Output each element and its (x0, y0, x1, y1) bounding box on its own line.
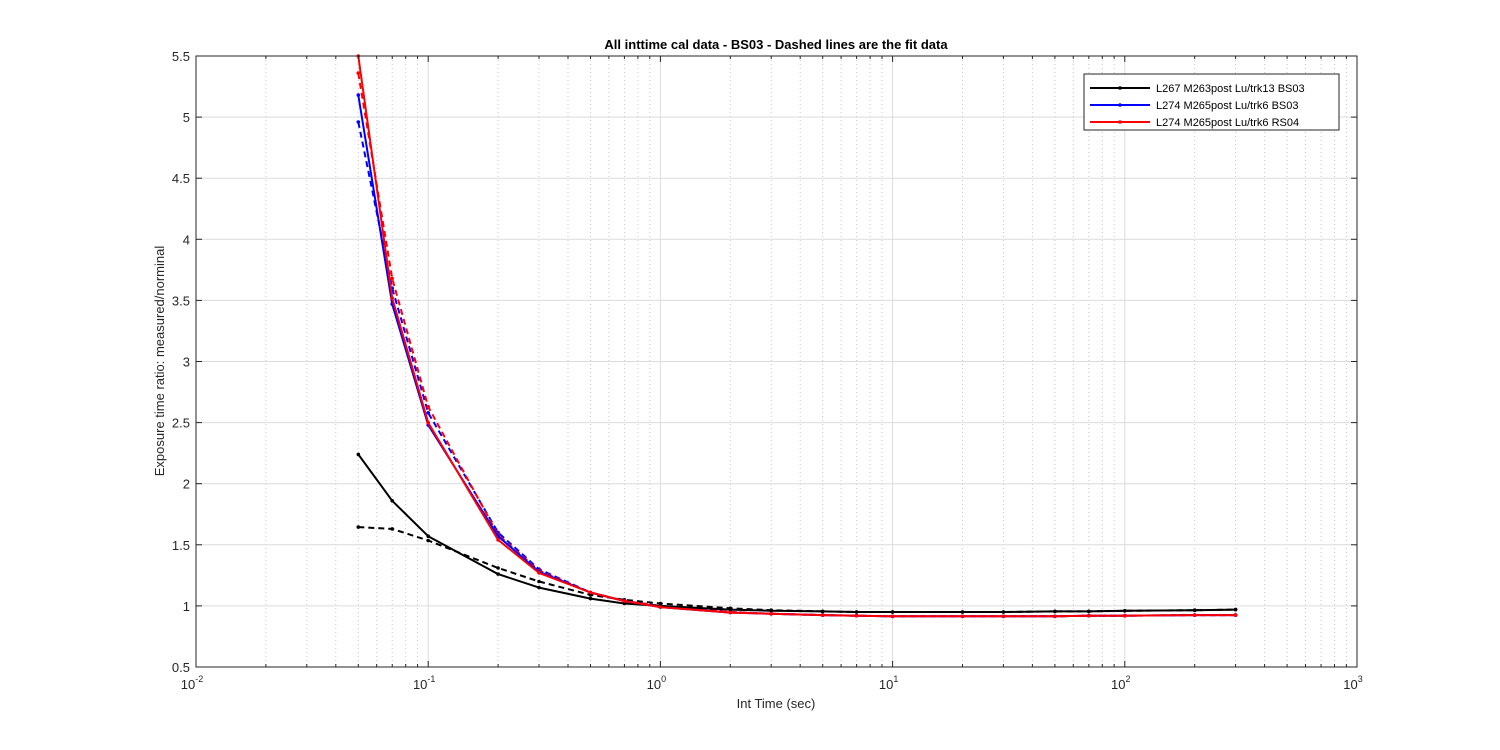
data-point (960, 614, 965, 619)
data-point (356, 71, 361, 75)
data-point (496, 538, 500, 542)
data-point (537, 579, 541, 584)
y-axis-label: Exposure time ratio: measured/norminal (152, 246, 167, 477)
data-point (537, 585, 541, 590)
data-point (390, 527, 395, 531)
data-point (1233, 613, 1238, 617)
legend-label: L267 M263post Lu/trk13 BS03 (1156, 83, 1305, 95)
x-tick-label: 10-1 (413, 674, 435, 692)
data-point (1053, 614, 1057, 619)
data-point (622, 599, 627, 603)
data-point (426, 404, 431, 409)
data-point (728, 610, 733, 615)
data-point (960, 610, 965, 614)
y-tick-label: 2.5 (172, 416, 190, 431)
data-point (769, 612, 773, 616)
y-tick-label: 1 (183, 599, 190, 614)
data-point (356, 525, 361, 529)
data-point (728, 607, 733, 612)
series-line (357, 453, 1236, 613)
data-point (1087, 613, 1091, 618)
y-tick-label: 1.5 (172, 538, 190, 553)
data-point (496, 572, 500, 576)
data-point (1123, 609, 1127, 613)
data-point (1233, 607, 1238, 612)
data-point (390, 499, 395, 503)
x-tick-label: 10-2 (181, 674, 203, 692)
data-point (1001, 610, 1006, 614)
y-tick-label: 3.5 (172, 293, 190, 308)
y-tick-label: 4 (183, 232, 190, 247)
x-tick-label: 103 (1343, 674, 1362, 692)
y-tick-label: 4.5 (172, 171, 190, 186)
y-tick-label: 5 (183, 110, 190, 125)
series-layer (356, 54, 1238, 619)
legend-label: L274 M265post Lu/trk6 BS03 (1156, 100, 1298, 112)
y-tick-label: 5.5 (172, 49, 190, 64)
axis-ticks (195, 55, 1358, 668)
data-point (426, 411, 431, 415)
x-tick-label: 101 (879, 674, 898, 692)
data-point (426, 534, 431, 538)
legend-item: L274 M265post Lu/trk6 BS03 (1090, 100, 1298, 112)
legend-marker (1118, 86, 1122, 90)
x-tick-label: 100 (647, 674, 666, 692)
legend-marker (1118, 120, 1122, 124)
data-point (426, 538, 431, 543)
data-point (390, 296, 395, 300)
legend: L267 M263post Lu/trk13 BS03 L274 M265post… (1083, 73, 1340, 131)
y-tick-label: 0.5 (172, 660, 190, 675)
y-tick-label: 2 (183, 477, 190, 492)
x-tick-label: 102 (1111, 674, 1130, 692)
legend-item: L267 M263post Lu/trk13 BS03 (1090, 83, 1305, 95)
tick-labels: 10-2 10-1 100 101 102 103 0.5 1 1.5 2 2.5 3 3.5 4 4.5 5… (172, 49, 1363, 692)
data-point (622, 601, 627, 606)
data-point (1087, 609, 1091, 614)
series-3-measured (356, 54, 1238, 619)
data-point (854, 613, 859, 618)
data-point (588, 596, 593, 601)
data-point (1192, 613, 1197, 617)
data-point (820, 609, 825, 614)
data-point (1123, 613, 1127, 618)
data-point (1053, 609, 1057, 614)
data-point (890, 610, 895, 614)
data-point (820, 613, 825, 617)
series-line (357, 55, 1236, 618)
data-point (1001, 614, 1006, 619)
legend-marker (1118, 103, 1122, 107)
data-point (890, 614, 895, 619)
legend-label: L274 M265post Lu/trk6 RS04 (1156, 117, 1299, 129)
y-tick-label: 3 (183, 355, 190, 370)
data-point (356, 120, 361, 124)
data-point (426, 420, 431, 425)
legend-box (1083, 73, 1340, 131)
x-axis-label: Int Time (sec) (737, 696, 816, 711)
chart-title: All inttime cal data - BS03 - Dashed lin… (604, 37, 948, 52)
data-point (854, 610, 859, 614)
data-point (356, 452, 361, 457)
data-point (356, 93, 361, 97)
data-point (496, 566, 500, 570)
data-point (537, 571, 541, 575)
data-point (390, 276, 395, 281)
legend-item: L274 M265post Lu/trk6 RS04 (1090, 117, 1299, 129)
data-point (1192, 608, 1197, 612)
data-point (769, 609, 773, 613)
data-point (658, 605, 663, 609)
data-point (588, 590, 593, 595)
